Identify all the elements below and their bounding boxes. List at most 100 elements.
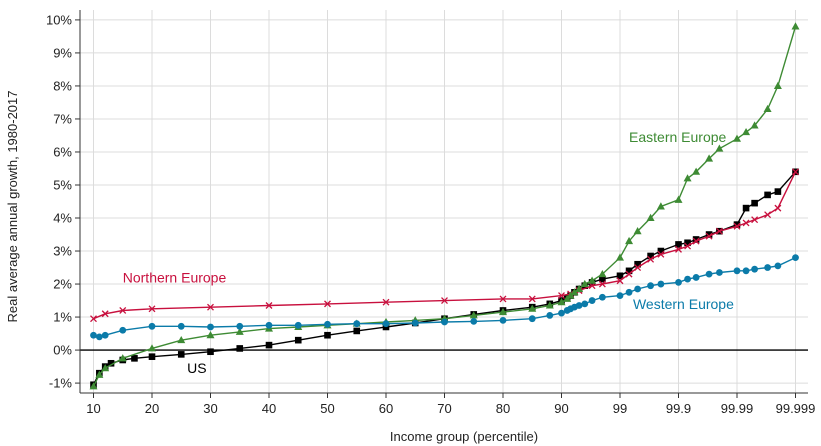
data-point-us — [236, 345, 244, 352]
data-point-eastern-europe — [598, 269, 607, 278]
data-point-western-europe — [207, 323, 214, 331]
data-point-us — [599, 275, 606, 283]
data-point-western-europe — [90, 331, 97, 339]
data-point-western-europe — [177, 322, 185, 330]
y-tick-label: 1% — [53, 310, 72, 325]
data-point-northern-europe — [647, 255, 655, 263]
x-tick-label: 99.999 — [776, 401, 816, 416]
data-point-us — [616, 272, 624, 280]
x-tick-label: 99.9 — [666, 401, 691, 416]
data-point-northern-europe — [657, 250, 665, 258]
data-point-eastern-europe — [656, 202, 665, 210]
data-point-northern-europe — [675, 245, 682, 253]
data-point-western-europe — [634, 285, 642, 293]
y-tick-label: 0% — [53, 343, 72, 358]
data-point-northern-europe — [764, 211, 772, 219]
x-tick-label: 10 — [86, 401, 100, 416]
data-point-eastern-europe — [118, 354, 127, 362]
data-point-eastern-europe — [763, 104, 772, 113]
data-point-eastern-europe — [566, 291, 575, 299]
data-point-eastern-europe — [499, 307, 507, 316]
data-point-western-europe — [148, 322, 156, 330]
data-point-northern-europe — [90, 315, 97, 323]
data-point-eastern-europe — [616, 253, 624, 261]
data-point-northern-europe — [558, 292, 565, 300]
data-point-eastern-europe — [575, 284, 584, 292]
data-point-us — [684, 239, 691, 247]
x-tick-label: 20 — [145, 401, 159, 416]
data-point-eastern-europe — [625, 236, 634, 245]
data-point-western-europe — [441, 318, 448, 326]
series-labels: Eastern Europe Northern Europe Western Eur… — [123, 129, 734, 376]
x-tick-label: 99.99 — [721, 401, 754, 416]
data-point-eastern-europe — [646, 213, 655, 222]
y-tick-label: 3% — [53, 244, 72, 259]
data-point-western-europe — [101, 331, 109, 339]
series-label-us: US — [187, 360, 206, 376]
data-point-us — [625, 267, 633, 275]
data-point-northern-europe — [324, 300, 331, 308]
x-tick-label: 80 — [496, 401, 510, 416]
data-point-eastern-europe — [469, 311, 478, 319]
series-western-europe — [90, 254, 799, 341]
data-point-western-europe — [684, 275, 691, 283]
series-label-northern-europe: Northern Europe — [123, 269, 227, 285]
data-point-eastern-europe — [683, 174, 692, 182]
data-point-western-europe — [265, 321, 273, 329]
data-point-western-europe — [733, 267, 741, 275]
data-point-us — [647, 252, 654, 260]
data-point-us — [705, 231, 713, 238]
x-tick-label: 99 — [613, 401, 627, 416]
data-point-western-europe — [353, 320, 361, 328]
series-lines — [89, 22, 800, 390]
data-point-eastern-europe — [742, 127, 751, 136]
data-point-eastern-europe — [715, 144, 724, 152]
data-point-eastern-europe — [588, 276, 597, 284]
data-point-eastern-europe — [674, 195, 683, 203]
x-tick-label: 70 — [437, 401, 451, 416]
data-point-us — [294, 336, 302, 344]
y-tick-label: 4% — [53, 211, 72, 226]
data-point-us — [764, 191, 771, 199]
data-point-northern-europe — [499, 295, 507, 303]
data-point-us — [751, 199, 758, 207]
data-point-western-europe — [715, 269, 723, 276]
data-point-eastern-europe — [750, 121, 759, 129]
data-point-western-europe — [598, 293, 606, 301]
data-point-northern-europe — [751, 216, 759, 224]
data-point-northern-europe — [207, 303, 214, 311]
data-point-northern-europe — [441, 297, 448, 305]
data-point-western-europe — [774, 262, 782, 270]
data-point-western-europe — [742, 267, 750, 275]
series-label-eastern-europe: Eastern Europe — [629, 129, 726, 145]
data-point-eastern-europe — [705, 154, 714, 162]
data-point-us — [733, 221, 741, 228]
data-point-western-europe — [625, 288, 633, 296]
data-point-us — [774, 188, 782, 195]
axes: -1% 0% 1% 2% 3% 4% 5% 6% 7% 8% 9% 10% 10 20 30 40 50 60 70… — [46, 10, 815, 416]
data-point-western-europe — [588, 297, 596, 304]
data-point-northern-europe — [692, 237, 700, 245]
x-axis-title: Income group (percentile) — [390, 429, 538, 444]
data-point-northern-europe — [616, 277, 624, 285]
data-point-us — [177, 351, 185, 358]
data-point-western-europe — [470, 317, 478, 325]
data-point-eastern-europe — [148, 344, 156, 352]
data-point-us — [207, 348, 214, 356]
data-point-western-europe — [528, 315, 536, 323]
data-point-us — [131, 355, 138, 362]
data-point-northern-europe — [715, 227, 723, 235]
data-point-eastern-europe — [773, 81, 782, 89]
data-point-northern-europe — [634, 264, 642, 271]
x-tick-label: 50 — [320, 401, 334, 416]
data-point-us — [692, 236, 700, 243]
data-point-western-europe — [705, 270, 713, 278]
data-point-western-europe — [675, 278, 682, 286]
data-point-western-europe — [764, 264, 771, 271]
data-point-western-europe — [751, 265, 759, 273]
data-point-northern-europe — [625, 270, 633, 278]
data-point-us — [324, 331, 331, 339]
data-point-western-europe — [616, 292, 624, 299]
data-point-us — [742, 204, 750, 212]
